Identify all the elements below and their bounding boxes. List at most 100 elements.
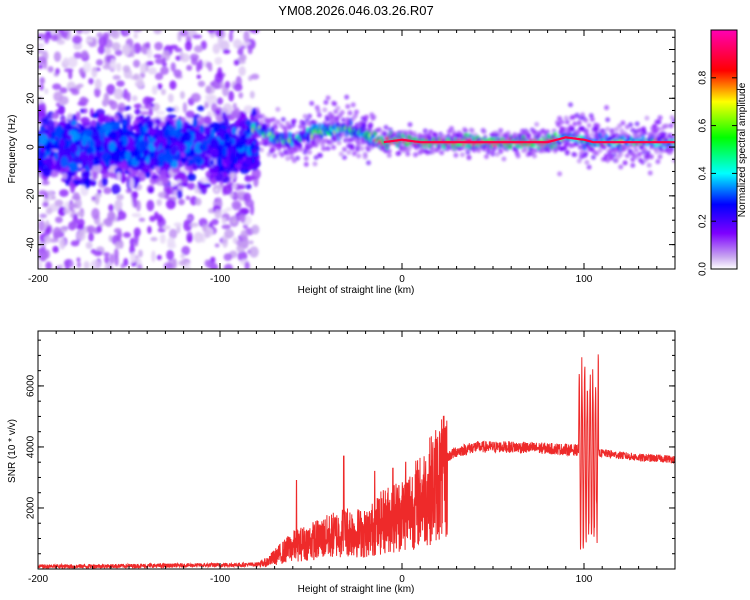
heatmap-cell (140, 111, 150, 116)
heatmap-cell (170, 159, 179, 169)
heatmap-cell (295, 155, 301, 161)
heatmap-cell (283, 125, 289, 131)
x-tick-label: 0 (399, 274, 405, 285)
heatmap-cell (597, 148, 603, 154)
heatmap-cell (44, 193, 49, 199)
spectrogram-ridge-core (383, 136, 675, 144)
heatmap-cell (498, 128, 504, 134)
heatmap-cell (89, 129, 100, 141)
heatmap-cell (170, 62, 176, 72)
heatmap-cell (589, 116, 595, 122)
heatmap-cell (557, 115, 563, 121)
heatmap-cell (249, 30, 260, 34)
heatmap-cell (170, 136, 176, 145)
heatmap-cell (213, 122, 221, 133)
heatmap-cell (156, 199, 162, 207)
x-tick-label: 100 (576, 574, 593, 585)
heatmap-cell (135, 170, 145, 177)
heatmap-cell (185, 110, 195, 119)
heatmap-cell (91, 207, 100, 220)
heatmap-cell (354, 109, 359, 115)
heatmap-cell (350, 102, 356, 108)
heatmap-cell (481, 129, 487, 135)
heatmap-cell (215, 30, 223, 37)
heatmap-cell (146, 48, 153, 59)
heatmap-cell (211, 150, 218, 160)
heatmap-cell (51, 30, 57, 36)
heatmap-cell (103, 94, 109, 105)
heatmap-cell (165, 199, 176, 210)
heatmap-cell (604, 105, 610, 111)
heatmap-cell (231, 215, 238, 224)
heatmap-cell (232, 236, 238, 244)
heatmap-cell (236, 244, 246, 253)
heatmap-cell (605, 117, 611, 123)
heatmap-cell (55, 216, 63, 224)
heatmap-cell (622, 160, 628, 166)
heatmap-cell (301, 121, 307, 127)
heatmap-cell (590, 154, 596, 160)
heatmap-cell (222, 103, 233, 115)
heatmap-cell (90, 248, 96, 254)
heatmap-cell (656, 119, 662, 125)
heatmap-cell (221, 217, 227, 225)
heatmap-cell (68, 161, 79, 172)
heatmap-cell (52, 83, 62, 91)
heatmap-cell (210, 128, 216, 139)
heatmap-cell (386, 148, 392, 154)
heatmap-cell (376, 127, 382, 133)
heatmap-cell (150, 236, 158, 242)
heatmap-cell (156, 214, 163, 223)
heatmap-cell (254, 106, 260, 112)
heatmap-cell (155, 110, 166, 115)
heatmap-cell (85, 38, 94, 43)
heatmap-cell (568, 102, 574, 108)
heatmap-cell (63, 57, 70, 66)
heatmap-cell (223, 141, 232, 148)
y-tick-label: 0 (26, 144, 37, 150)
y-tick-label: -40 (26, 237, 37, 252)
heatmap-cell (265, 122, 271, 128)
heatmap-cell (279, 152, 285, 158)
heatmap-cell (106, 115, 112, 121)
heatmap-cell (303, 156, 309, 162)
heatmap-cell (133, 103, 143, 109)
heatmap-cell (85, 129, 93, 137)
heatmap-cell (633, 147, 639, 153)
heatmap-cells (38, 30, 675, 269)
heatmap-cell (189, 222, 199, 228)
heatmap-cell (107, 131, 118, 141)
heatmap-cell (174, 47, 183, 53)
colorbar-tick-label: 0.2 (698, 214, 709, 228)
heatmap-cell (54, 199, 64, 207)
snr-series-line (38, 354, 675, 569)
heatmap-cell (258, 147, 264, 153)
heatmap-cell (138, 140, 149, 148)
heatmap-cell (469, 128, 475, 134)
heatmap-cell (90, 259, 101, 269)
heatmap-cell (71, 119, 78, 126)
heatmap-cell (160, 88, 166, 96)
heatmap-cell (235, 184, 246, 190)
heatmap-cell (46, 141, 51, 153)
heatmap-cell (124, 105, 132, 110)
heatmap-cell (341, 146, 347, 152)
heatmap-cell (285, 155, 291, 161)
heatmap-cell (177, 171, 186, 180)
heatmap-cell (116, 80, 125, 87)
heatmap-cell (51, 195, 56, 200)
snr-frame (37, 330, 676, 570)
heatmap-cell (618, 164, 624, 170)
y-tick-label: 2000 (26, 496, 37, 519)
heatmap-cell (123, 258, 129, 267)
heatmap-cell (42, 168, 52, 178)
heatmap-cell (570, 126, 576, 132)
heatmap-cell (466, 154, 472, 160)
heatmap-cell (64, 260, 71, 269)
heatmap-cell (193, 45, 203, 53)
heatmap-cell (38, 220, 46, 232)
heatmap-cell (245, 199, 255, 208)
heatmap-cell (210, 159, 215, 166)
heatmap-cell (120, 161, 126, 169)
heatmap-cell (159, 233, 166, 244)
